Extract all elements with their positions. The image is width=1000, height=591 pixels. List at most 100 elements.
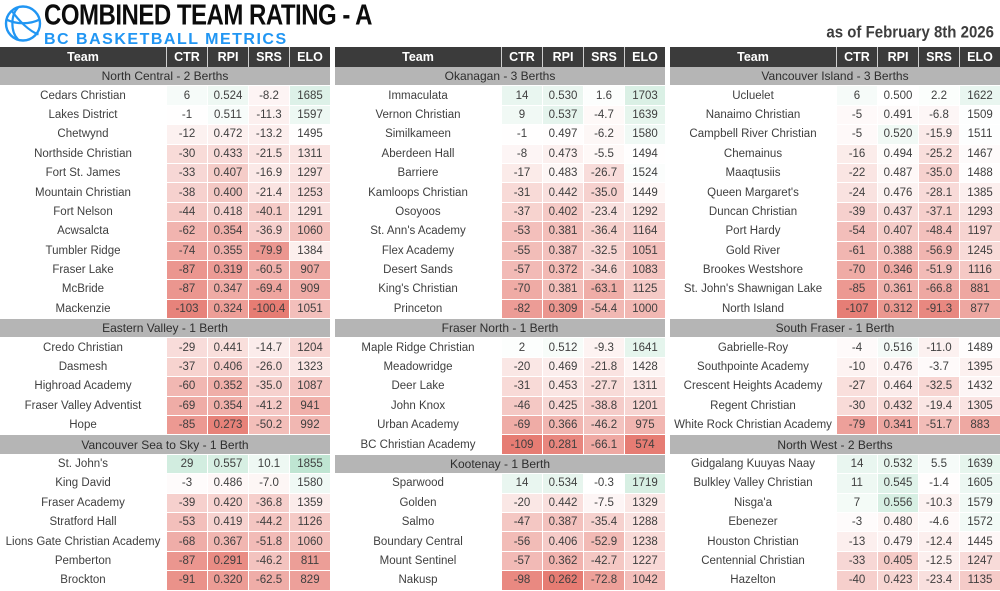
- stat-ctr: -12: [166, 125, 207, 145]
- team-row: Regent Christian -30 0.432 -19.4 1305: [670, 396, 1000, 417]
- team-name: Boundary Central: [335, 532, 501, 552]
- stat-srs: -5.5: [583, 144, 624, 164]
- team-row: Gidgalang Kuuyas Naay 14 0.532 5.5 1639: [670, 454, 1000, 475]
- stat-elo: 1253: [289, 183, 330, 203]
- stat-srs: -0.3: [583, 474, 624, 494]
- stat-elo: 907: [289, 260, 330, 281]
- stat-ctr: -61: [836, 241, 877, 261]
- stat-srs: -48.4: [918, 222, 959, 242]
- team-row: BC Christian Academy -109 0.281 -66.1 574: [335, 435, 665, 455]
- team-name: Meadowridge: [335, 357, 501, 378]
- stat-srs: -34.6: [583, 260, 624, 281]
- stat-srs: -66.1: [583, 435, 624, 455]
- team-name: Pemberton: [0, 551, 166, 572]
- stat-elo: 1384: [289, 241, 330, 261]
- team-name: Dasmesh: [0, 357, 166, 378]
- stat-ctr: -46: [501, 396, 542, 417]
- stat-ctr: -53: [166, 512, 207, 533]
- team-name: Gabrielle-Roy: [670, 338, 836, 358]
- stat-srs: -19.4: [918, 396, 959, 417]
- stat-srs: -12.4: [918, 532, 959, 552]
- stat-srs: -56.9: [918, 241, 959, 261]
- stat-srs: -46.2: [248, 551, 289, 572]
- stat-rpi: 0.362: [542, 551, 583, 572]
- stat-srs: -9.3: [583, 338, 624, 358]
- division-header: Kootenay - 1 Berth: [335, 454, 665, 475]
- team-row: King David -3 0.486 -7.0 1580: [0, 474, 330, 494]
- stat-srs: -10.3: [918, 493, 959, 513]
- team-name: Golden: [335, 493, 501, 513]
- stat-rpi: 0.372: [542, 260, 583, 281]
- rating-table-right: Team CTR RPI SRS ELO Vancouver Island - 3 Ber…: [670, 47, 1000, 591]
- team-row: Pemberton -87 0.291 -46.2 811: [0, 551, 330, 572]
- stat-elo: 574: [624, 435, 665, 455]
- stat-elo: 1051: [624, 241, 665, 261]
- stat-srs: -46.2: [583, 416, 624, 436]
- team-row: Hazelton -40 0.423 -23.4 1135: [670, 571, 1000, 591]
- stat-srs: -40.1: [248, 202, 289, 223]
- stat-ctr: -54: [836, 222, 877, 242]
- stat-rpi: 0.537: [542, 105, 583, 126]
- column-header-ctr: CTR: [501, 47, 542, 67]
- stat-srs: -11.0: [918, 338, 959, 358]
- stat-elo: 1201: [624, 396, 665, 417]
- stat-srs: -62.5: [248, 571, 289, 591]
- team-name: Similkameen: [335, 125, 501, 145]
- stat-rpi: 0.442: [542, 183, 583, 203]
- stat-srs: -66.8: [918, 280, 959, 300]
- stat-ctr: -4: [836, 338, 877, 358]
- team-row: Ebenezer -3 0.480 -4.6 1572: [670, 512, 1000, 533]
- team-name: Deer Lake: [335, 377, 501, 397]
- team-name: Desert Sands: [335, 260, 501, 281]
- team-row: Gold River -61 0.388 -56.9 1245: [670, 241, 1000, 261]
- stat-srs: -3.7: [918, 357, 959, 378]
- team-name: Nisga'a: [670, 493, 836, 513]
- stat-ctr: -47: [501, 512, 542, 533]
- stat-srs: -26.7: [583, 163, 624, 184]
- stat-srs: -32.5: [583, 241, 624, 261]
- stat-elo: 1227: [624, 551, 665, 572]
- stat-elo: 1000: [624, 299, 665, 320]
- stat-rpi: 0.381: [542, 280, 583, 300]
- stat-ctr: 11: [836, 474, 877, 494]
- team-row: Centennial Christian -33 0.405 -12.5 1247: [670, 551, 1000, 572]
- team-row: Immaculata 14 0.530 1.6 1703: [335, 86, 665, 106]
- stat-elo: 1291: [289, 202, 330, 223]
- stat-rpi: 0.524: [207, 86, 248, 106]
- stat-rpi: 0.407: [207, 163, 248, 184]
- stat-rpi: 0.433: [207, 144, 248, 164]
- column-header-srs: SRS: [583, 47, 624, 67]
- stat-srs: -37.1: [918, 202, 959, 223]
- stat-ctr: -31: [501, 183, 542, 203]
- stat-ctr: -29: [166, 338, 207, 358]
- stat-rpi: 0.556: [877, 493, 918, 513]
- team-name: Princeton: [335, 299, 501, 320]
- team-row: Nakusp -98 0.262 -72.8 1042: [335, 571, 665, 591]
- stat-elo: 1489: [959, 338, 1000, 358]
- team-row: Houston Christian -13 0.479 -12.4 1445: [670, 532, 1000, 552]
- team-row: Acwsalcta -62 0.354 -36.9 1060: [0, 222, 330, 242]
- stat-srs: -69.4: [248, 280, 289, 300]
- stat-ctr: -22: [836, 163, 877, 184]
- stat-ctr: -8: [501, 144, 542, 164]
- stat-elo: 1164: [624, 222, 665, 242]
- column-header-elo: ELO: [624, 47, 665, 67]
- stat-ctr: -5: [836, 105, 877, 126]
- stat-rpi: 0.355: [207, 241, 248, 261]
- column-header-row: Team CTR RPI SRS ELO: [670, 47, 1000, 67]
- stat-ctr: -30: [166, 144, 207, 164]
- stat-ctr: 7: [836, 493, 877, 513]
- stat-srs: -21.5: [248, 144, 289, 164]
- stat-elo: 1579: [959, 493, 1000, 513]
- stat-elo: 1359: [289, 493, 330, 513]
- stat-rpi: 0.512: [542, 338, 583, 358]
- team-name: Fort St. James: [0, 163, 166, 184]
- stat-rpi: 0.361: [877, 280, 918, 300]
- stat-rpi: 0.273: [207, 416, 248, 436]
- team-name: Houston Christian: [670, 532, 836, 552]
- team-name: Ucluelet: [670, 86, 836, 106]
- team-name: Gold River: [670, 241, 836, 261]
- team-row: Highroad Academy -60 0.352 -35.0 1087: [0, 377, 330, 397]
- stat-ctr: -68: [166, 532, 207, 552]
